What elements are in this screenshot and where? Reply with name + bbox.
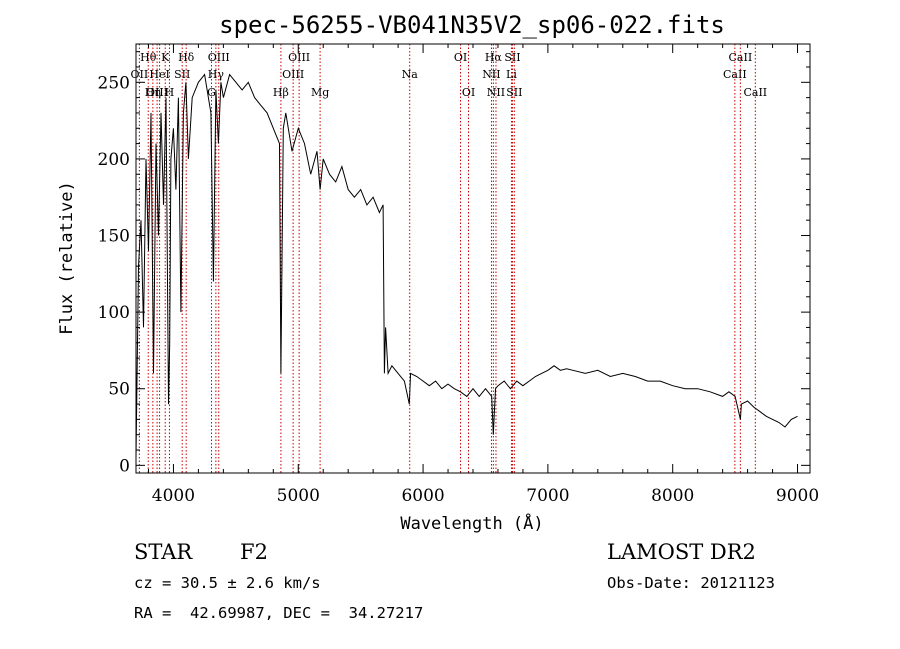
spectral-line-label: OIII: [208, 51, 230, 64]
coordinates: RA = 42.69987, DEC = 34.27217: [134, 604, 424, 622]
spectral-line-label: SII: [506, 86, 522, 99]
y-tick-label: 100: [98, 303, 130, 323]
spectral-line-label: K: [161, 51, 170, 64]
x-tick-label: 4000: [152, 486, 195, 506]
object-class: STAR: [134, 540, 193, 564]
x-tick-label: 9000: [776, 486, 819, 506]
y-axis-ticks: 0 50 100 150 200 250: [98, 51, 810, 476]
spectral-line-label: CaII: [743, 86, 767, 99]
y-axis-label: Flux (relative): [57, 181, 77, 335]
spectral-line-label: Mg: [311, 86, 329, 99]
y-tick-label: 150: [98, 227, 130, 247]
spectral-line-label: CaII: [723, 68, 747, 81]
redshift-velocity: cz = 30.5 ± 2.6 km/s: [134, 574, 321, 592]
spectral-line-label: Hβ: [273, 86, 289, 99]
spectral-line-label: Hδ: [178, 51, 195, 64]
y-tick-label: 50: [108, 380, 130, 400]
subclass: F2: [240, 540, 268, 564]
spectral-line-label: Hγ: [208, 68, 225, 81]
y-tick-label: 250: [98, 73, 130, 93]
survey-name: LAMOST DR2: [607, 540, 756, 564]
x-axis-ticks: 4000 5000 6000 7000 8000 9000: [147, 44, 819, 506]
spectral-line-markers: [138, 44, 756, 473]
x-tick-label: 6000: [401, 486, 444, 506]
x-tick-label: 8000: [651, 486, 694, 506]
plot-frame: [135, 43, 811, 474]
spectral-line-label: NII: [482, 68, 500, 81]
spectral-line-label: SII: [504, 51, 520, 64]
spectral-line-label: G: [207, 86, 216, 99]
spectral-line-label: Hη: [145, 86, 161, 99]
spectral-line-label: NII: [487, 86, 505, 99]
y-tick-label: 0: [119, 456, 130, 476]
spectral-line-label: HeI: [149, 68, 169, 81]
spectral-line-label: OIII: [282, 68, 304, 81]
spectral-line-label: SII: [174, 68, 190, 81]
x-tick-label: 5000: [277, 486, 320, 506]
spectral-line-label: OIII: [146, 86, 168, 99]
spectral-line-label: Hθ: [140, 51, 157, 64]
chart-title: spec-56255-VB041N35V2_sp06-022.fits: [219, 11, 725, 39]
spectral-line-label: CaII: [729, 51, 753, 64]
spectral-line-label: OI: [454, 51, 467, 64]
x-axis-label: Wavelength (Å): [400, 512, 543, 534]
spectral-line-label: Hα: [485, 51, 503, 64]
spectrum-line: [135, 73, 798, 458]
spectral-line-label: H: [165, 86, 175, 99]
spectral-line-label: OIII: [288, 51, 310, 64]
spectral-line-labels: Hθ OII OIII K HeI Hη SII H Hδ OIII Hγ G OIII OIII Hβ Mg…: [131, 51, 768, 99]
spectral-line-label: Na: [402, 68, 419, 81]
spectral-line-label: OII: [131, 68, 149, 81]
observation-date: Obs-Date: 20121123: [607, 574, 775, 592]
y-tick-label: 200: [98, 150, 130, 170]
spectral-line-label: Li: [506, 68, 517, 81]
x-tick-label: 7000: [526, 486, 569, 506]
spectral-line-label: OI: [462, 86, 475, 99]
